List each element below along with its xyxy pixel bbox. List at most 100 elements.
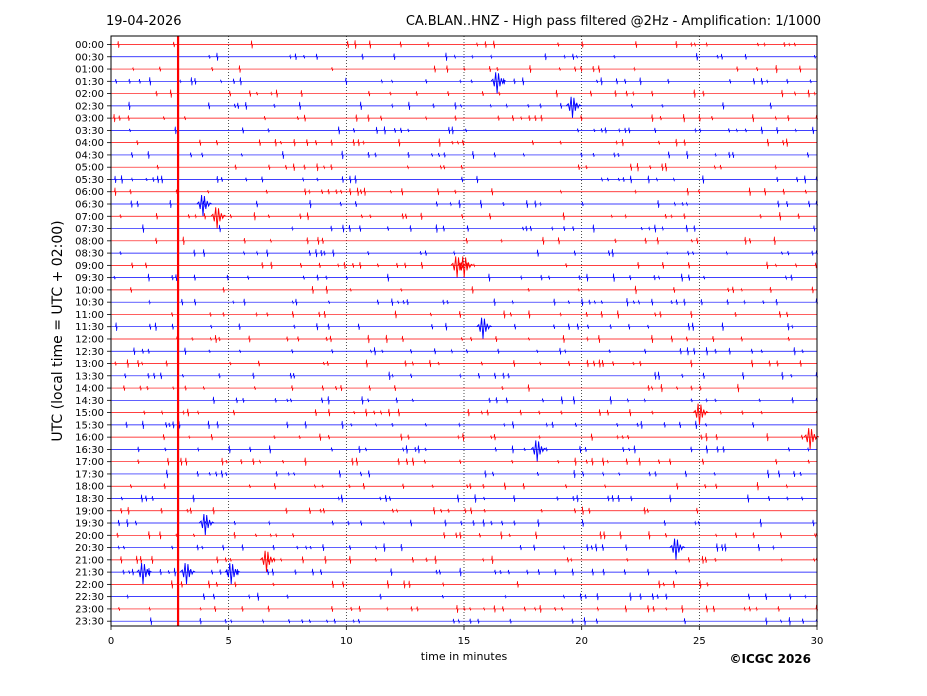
y-tick-label: 23:00 bbox=[75, 604, 104, 615]
trace-row bbox=[111, 40, 817, 49]
y-tick-label: 05:00 bbox=[75, 163, 104, 174]
trace-row bbox=[111, 297, 818, 307]
x-tick-label: 25 bbox=[693, 636, 706, 647]
copyright: ©ICGC 2026 bbox=[729, 652, 811, 666]
trace-row bbox=[111, 567, 817, 577]
x-tick-label: 10 bbox=[340, 636, 353, 647]
trace-row bbox=[111, 518, 817, 528]
trace-row bbox=[111, 212, 817, 221]
y-tick-label: 10:00 bbox=[75, 285, 104, 296]
trace-row bbox=[111, 580, 817, 589]
trace-row bbox=[111, 531, 818, 540]
y-tick-label: 18:00 bbox=[75, 482, 104, 493]
y-tick-label: 19:30 bbox=[75, 519, 104, 530]
trace-row bbox=[111, 359, 817, 368]
trace-row bbox=[111, 555, 818, 565]
trace-row bbox=[111, 347, 817, 356]
y-tick-label: 20:00 bbox=[75, 531, 104, 542]
y-tick-label: 14:00 bbox=[75, 384, 104, 395]
event-spike bbox=[476, 317, 493, 339]
trace-row bbox=[111, 432, 817, 442]
y-tick-label: 04:00 bbox=[75, 138, 104, 149]
y-tick-label: 12:00 bbox=[75, 334, 104, 345]
trace-row bbox=[111, 592, 817, 601]
trace-row bbox=[111, 396, 818, 405]
y-tick-label: 08:00 bbox=[75, 236, 104, 247]
vertical-grid bbox=[228, 36, 700, 626]
trace-row bbox=[111, 371, 818, 380]
trace-row bbox=[111, 383, 817, 393]
chart-title: CA.BLAN..HNZ - High pass filtered @2Hz -… bbox=[406, 14, 821, 29]
x-tick-label: 15 bbox=[458, 636, 471, 647]
x-tick-labels: 0 5 10 15 20 25 30 bbox=[108, 626, 823, 647]
y-tick-label: 02:30 bbox=[75, 101, 104, 112]
y-tick-label: 13:00 bbox=[75, 359, 104, 370]
event-spike bbox=[198, 513, 215, 536]
trace-row bbox=[111, 334, 817, 344]
trace-row bbox=[111, 617, 818, 626]
y-tick-label: 04:30 bbox=[75, 150, 104, 161]
trace-row bbox=[111, 236, 817, 246]
event-spike bbox=[136, 563, 152, 585]
event-spike bbox=[196, 194, 213, 217]
y-tick-label: 23:30 bbox=[75, 617, 104, 628]
y-tick-label: 07:00 bbox=[75, 212, 104, 223]
trace-row bbox=[111, 408, 818, 417]
event-spike bbox=[450, 256, 467, 278]
y-tick-label: 03:30 bbox=[75, 126, 104, 137]
trace-row bbox=[111, 261, 818, 270]
x-tick-label: 20 bbox=[575, 636, 588, 647]
y-tick-label: 05:30 bbox=[75, 175, 104, 186]
trace-row bbox=[111, 273, 817, 282]
y-tick-label: 19:00 bbox=[75, 506, 104, 517]
event-spike bbox=[259, 550, 276, 572]
y-tick-label: 16:30 bbox=[75, 445, 104, 456]
event-spike bbox=[210, 207, 227, 229]
y-tick-label: 18:30 bbox=[75, 494, 104, 505]
y-tick-label: 01:00 bbox=[75, 65, 104, 76]
trace-row bbox=[111, 89, 817, 98]
trace-row bbox=[111, 101, 817, 111]
y-tick-label: 10:30 bbox=[75, 298, 104, 309]
y-tick-label: 09:30 bbox=[75, 273, 104, 284]
x-tick-label: 0 bbox=[108, 636, 114, 647]
y-axis-label: UTC (local time = UTC + 02:00) bbox=[50, 220, 66, 441]
y-tick-label: 06:30 bbox=[75, 200, 104, 211]
y-tick-label: 12:30 bbox=[75, 347, 104, 358]
trace-row bbox=[111, 543, 817, 552]
trace-row bbox=[111, 138, 817, 147]
trace-row bbox=[111, 285, 817, 295]
event-spike bbox=[693, 403, 709, 425]
event-spike bbox=[179, 563, 196, 585]
y-tick-label: 01:30 bbox=[75, 77, 104, 88]
trace-row bbox=[111, 604, 818, 613]
y-tick-label: 17:00 bbox=[75, 457, 104, 468]
y-tick-label: 06:00 bbox=[75, 187, 104, 198]
y-tick-label: 08:30 bbox=[75, 249, 104, 260]
trace-row bbox=[111, 420, 817, 430]
y-tick-label: 11:30 bbox=[75, 322, 104, 333]
event-spike bbox=[530, 440, 547, 462]
event-spike bbox=[224, 563, 241, 585]
trace-row bbox=[111, 52, 817, 61]
y-tick-label: 21:30 bbox=[75, 568, 104, 579]
y-tick-label: 16:00 bbox=[75, 433, 104, 444]
y-tick-label: 11:00 bbox=[75, 310, 104, 321]
y-tick-label: 09:00 bbox=[75, 261, 104, 272]
y-tick-label: 07:30 bbox=[75, 224, 104, 235]
trace-row bbox=[111, 187, 817, 196]
y-tick-label: 15:30 bbox=[75, 420, 104, 431]
x-axis-label: time in minutes bbox=[421, 650, 508, 663]
y-tick-label: 21:00 bbox=[75, 555, 104, 566]
event-spike bbox=[457, 256, 474, 278]
trace-row bbox=[111, 457, 817, 466]
trace-row bbox=[111, 322, 817, 331]
trace-row bbox=[111, 113, 818, 123]
y-tick-label: 17:30 bbox=[75, 469, 104, 480]
trace-row bbox=[111, 506, 817, 515]
y-tick-label: 14:30 bbox=[75, 396, 104, 407]
y-tick-label: 00:00 bbox=[75, 40, 104, 51]
y-tick-label: 03:00 bbox=[75, 114, 104, 125]
